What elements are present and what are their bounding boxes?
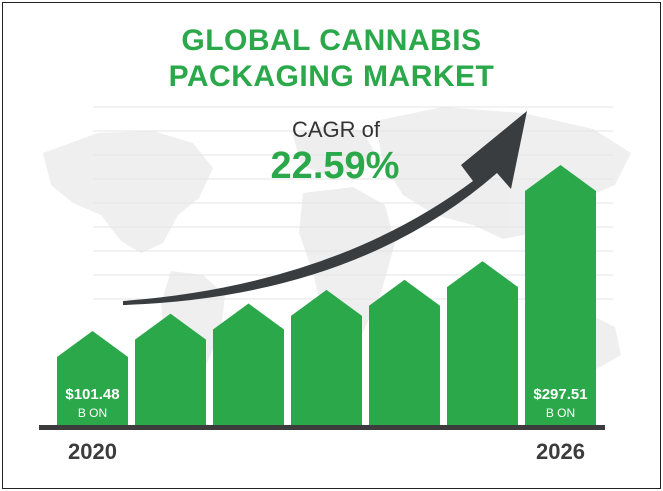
data-labels-group: $101.48 B ON $297.51 B ON: [65, 386, 587, 420]
data-label-unit-2026: B ON: [546, 406, 575, 420]
x-tick-labels: 2020 2026: [68, 439, 585, 464]
data-label-value-2020: $101.48: [65, 386, 119, 403]
data-label-unit-2020: B ON: [78, 406, 107, 420]
bar-2024: [369, 279, 440, 425]
data-label-value-2026: $297.51: [533, 386, 587, 403]
growth-arrow-icon: [123, 111, 527, 305]
bar-2022: [213, 303, 284, 425]
x-axis-baseline: [39, 425, 605, 430]
title-line-2: PACKAGING MARKET: [168, 60, 495, 93]
bars-group: [57, 165, 596, 425]
bar-2023: [291, 289, 362, 425]
map-europe: [293, 123, 375, 175]
map-north-america: [43, 131, 213, 253]
chart-title: GLOBAL CANNABIS PACKAGING MARKET: [3, 23, 660, 95]
bar-2025: [447, 261, 518, 425]
bar-2026: [525, 165, 596, 425]
x-tick-label-2020: 2020: [68, 439, 117, 464]
bar-2020: [57, 331, 128, 425]
cagr-label: CAGR of: [292, 117, 381, 142]
title-line-1: GLOBAL CANNABIS: [181, 24, 482, 57]
x-tick-label-2026: 2026: [536, 439, 585, 464]
cagr-value: 22.59%: [271, 145, 400, 187]
bar-chart: CAGR of 22.59% $101.48 B ON $297.51 B ON 20…: [39, 106, 631, 464]
bar-2021: [135, 313, 206, 425]
growth-arrow-body: [123, 111, 527, 305]
